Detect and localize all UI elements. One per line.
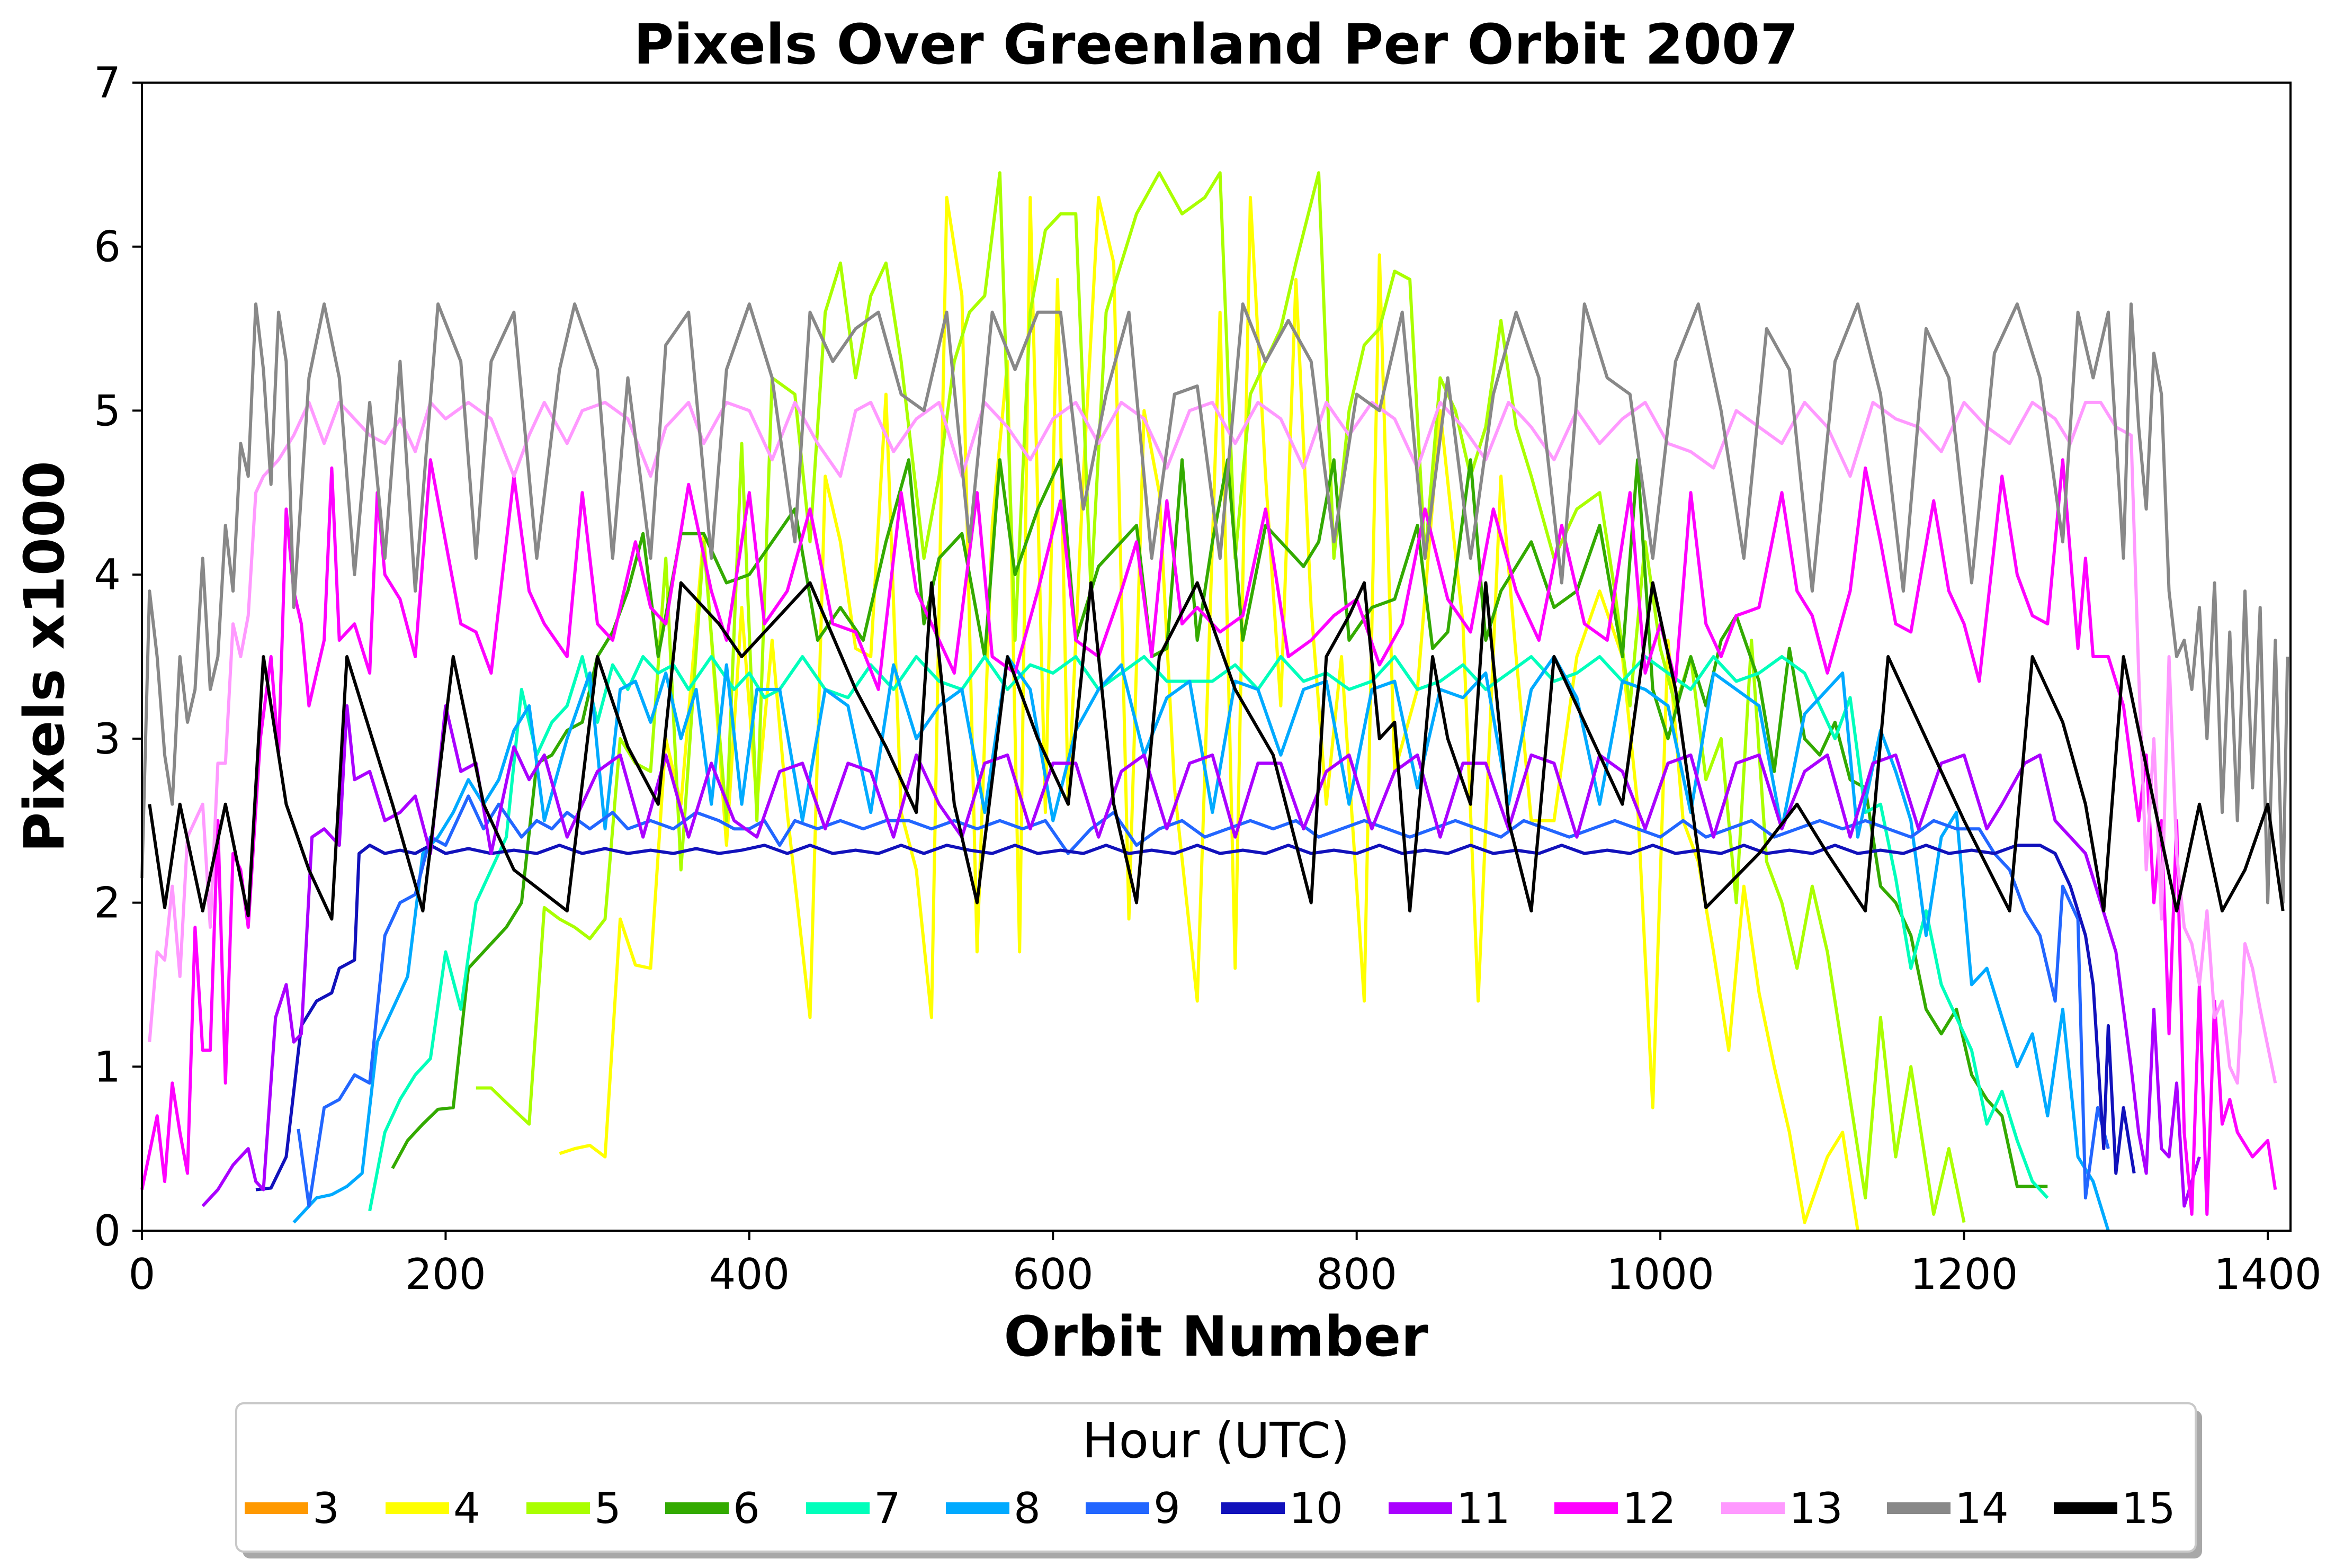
series-line-5	[476, 171, 1966, 1223]
legend-label-9: 9	[1153, 1484, 1180, 1533]
y-tick-label: 5	[94, 386, 121, 435]
legend-title: Hour (UTC)	[1082, 1412, 1349, 1469]
legend-label-5: 5	[594, 1484, 621, 1533]
series-line-11	[201, 704, 2201, 1208]
x-tick-label: 1200	[1910, 1250, 2018, 1299]
series-line-12	[140, 458, 2277, 1216]
x-tick-label: 0	[129, 1250, 156, 1299]
series-line-8	[292, 655, 2110, 1231]
chart-title: Pixels Over Greenland Per Orbit 2007	[633, 12, 1798, 77]
legend-label-3: 3	[312, 1484, 339, 1533]
x-axis-label: Orbit Number	[1004, 1304, 1428, 1369]
x-tick-label: 400	[709, 1250, 790, 1299]
legend-label-8: 8	[1014, 1484, 1041, 1533]
x-tick-label: 800	[1316, 1250, 1397, 1299]
y-axis-ticks: 0 1 2 3 4 5 6 7	[94, 58, 142, 1256]
x-tick-label: 1400	[2214, 1250, 2322, 1299]
x-tick-label: 200	[405, 1250, 486, 1299]
x-tick-label: 600	[1013, 1250, 1094, 1299]
legend-entries: 3 4 5 6 7 8 9 10 11 12 13 14 15	[245, 1484, 2176, 1533]
legend-label-12: 12	[1622, 1484, 1676, 1533]
series-line-14	[140, 302, 2289, 904]
plot-frame	[141, 82, 2292, 1232]
y-tick-label: 4	[94, 550, 121, 599]
legend-label-14: 14	[1955, 1484, 2009, 1533]
legend-label-11: 11	[1456, 1484, 1510, 1533]
legend-box	[235, 1402, 2197, 1553]
series-layer	[140, 171, 2289, 1231]
legend: Hour (UTC) 3 4 5 6 7 8 9 10 11 12 13 14 15	[235, 1402, 2202, 1558]
y-tick-label: 7	[94, 58, 121, 107]
x-tick-label: 1000	[1606, 1250, 1714, 1299]
y-tick-label: 3	[94, 714, 121, 764]
legend-label-4: 4	[453, 1484, 480, 1533]
legend-label-15: 15	[2122, 1484, 2176, 1533]
x-axis-ticks: 0 200 400 600 800 1000 1200 1400	[129, 1231, 2322, 1299]
y-tick-label: 6	[94, 222, 121, 272]
series-line-9	[297, 794, 2110, 1208]
y-tick-label: 1	[94, 1042, 121, 1091]
legend-label-7: 7	[874, 1484, 901, 1533]
legend-label-10: 10	[1289, 1484, 1343, 1533]
legend-label-6: 6	[733, 1484, 760, 1533]
series-line-13	[148, 400, 2277, 1085]
series-line-15	[148, 581, 2285, 921]
legend-label-13: 13	[1789, 1484, 1843, 1533]
series-line-10	[255, 844, 2136, 1191]
series-line-7	[368, 655, 2049, 1212]
y-axis-label: Pixels x1000	[12, 461, 77, 853]
y-tick-label: 2	[94, 879, 121, 928]
y-tick-label: 0	[94, 1206, 121, 1256]
